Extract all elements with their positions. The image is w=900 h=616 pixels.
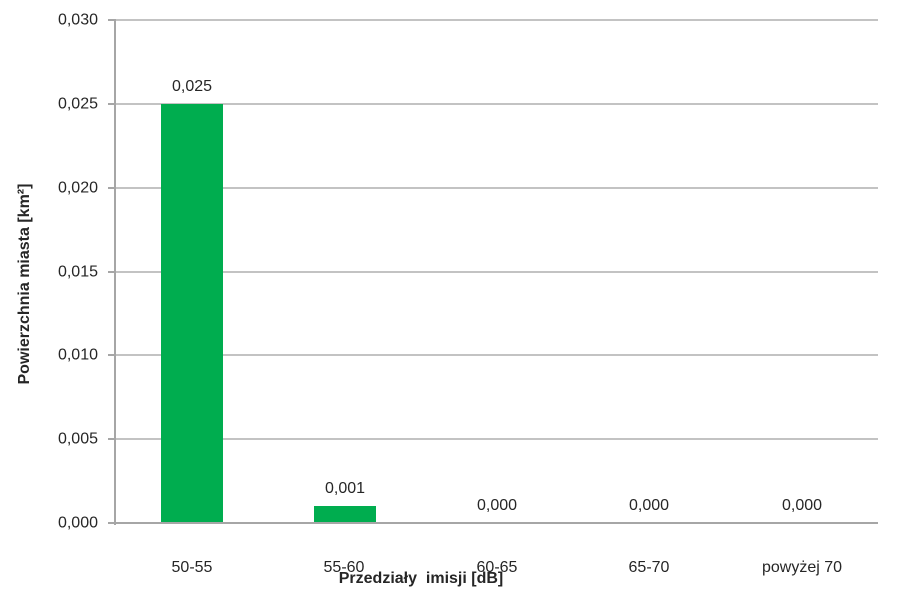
bar-value-label: 0,000 xyxy=(781,497,823,514)
bar-value-label: 0,000 xyxy=(628,497,670,514)
bar-55-60 xyxy=(314,506,376,523)
bar-value-label: 0,001 xyxy=(324,480,366,497)
y-tick-label: 0,010 xyxy=(57,346,98,364)
gridline xyxy=(116,103,878,105)
y-tick-label: 0,005 xyxy=(57,430,98,448)
x-axis-line xyxy=(108,522,878,524)
y-tick-mark xyxy=(108,354,116,356)
y-tick-mark xyxy=(108,103,116,105)
bar-value-label: 0,000 xyxy=(476,497,518,514)
gridline xyxy=(116,271,878,273)
plot-area: 0,000 0,005 0,010 0,015 0,020 0,025 0,030 0,025… xyxy=(58,12,878,576)
y-tick-label: 0,025 xyxy=(57,95,98,113)
gridline xyxy=(116,187,878,189)
y-tick-mark xyxy=(108,187,116,189)
gridline xyxy=(116,19,878,21)
y-tick-mark xyxy=(108,522,116,524)
x-axis-title: Przedziały imisji [dB] xyxy=(338,570,504,587)
y-tick-label: 0,030 xyxy=(57,11,98,29)
y-tick-mark xyxy=(108,271,116,273)
y-tick-mark xyxy=(108,438,116,440)
gridline xyxy=(116,354,878,356)
y-tick-mark xyxy=(108,19,116,21)
y-tick-label: 0,015 xyxy=(57,263,98,281)
bar-50-55 xyxy=(161,104,223,523)
y-tick-label: 0,000 xyxy=(57,514,98,532)
x-tick-label: 55-60 xyxy=(323,559,365,576)
y-axis-title: Powierzchnia miasta [km²] xyxy=(16,183,33,385)
y-tick-label: 0,020 xyxy=(57,179,98,197)
gridline xyxy=(116,438,878,440)
x-tick-label: powyżej 70 xyxy=(761,559,843,576)
x-tick-label: 50-55 xyxy=(171,559,213,576)
x-tick-label: 60-65 xyxy=(476,559,518,576)
bar-value-label: 0,025 xyxy=(171,78,213,95)
x-tick-label: 65-70 xyxy=(628,559,670,576)
